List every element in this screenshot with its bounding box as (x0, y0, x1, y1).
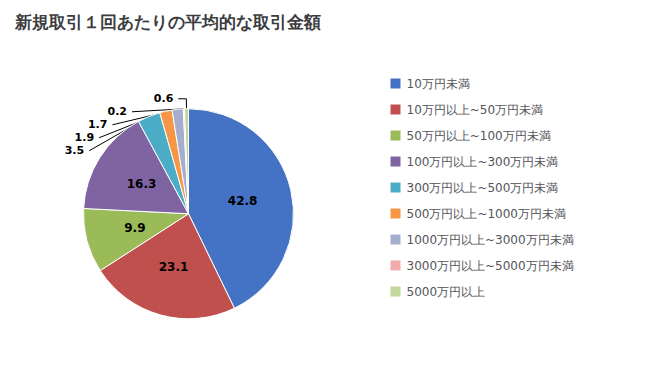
svg-text:23.1: 23.1 (159, 260, 189, 274)
svg-text:1.9: 1.9 (75, 131, 95, 144)
svg-text:1000万円以上~3000万円未満: 1000万円以上~3000万円未満 (407, 233, 574, 247)
svg-text:3000万円以上~5000万円未満: 3000万円以上~5000万円未満 (407, 259, 574, 273)
svg-text:42.8: 42.8 (228, 194, 258, 208)
svg-text:1.7: 1.7 (88, 118, 108, 131)
svg-text:500万円以上~1000万円未満: 500万円以上~1000万円未満 (407, 207, 567, 221)
svg-text:0.2: 0.2 (108, 105, 128, 118)
svg-text:3.5: 3.5 (65, 144, 85, 157)
svg-text:9.9: 9.9 (124, 221, 145, 235)
svg-text:16.3: 16.3 (127, 177, 157, 191)
svg-text:新規取引１回あたりの平均的な取引金額: 新規取引１回あたりの平均的な取引金額 (14, 12, 321, 32)
svg-text:50万円以上~100万円未満: 50万円以上~100万円未満 (407, 129, 551, 143)
svg-text:5000万円以上: 5000万円以上 (407, 285, 486, 299)
svg-text:100万円以上~300万円未満: 100万円以上~300万円未満 (407, 155, 559, 169)
svg-text:10万円以上~50万円未満: 10万円以上~50万円未満 (407, 103, 544, 117)
svg-text:0.6: 0.6 (154, 92, 174, 105)
svg-text:300万円以上~500万円未満: 300万円以上~500万円未満 (407, 181, 559, 195)
svg-text:10万円未満: 10万円未満 (407, 77, 470, 91)
